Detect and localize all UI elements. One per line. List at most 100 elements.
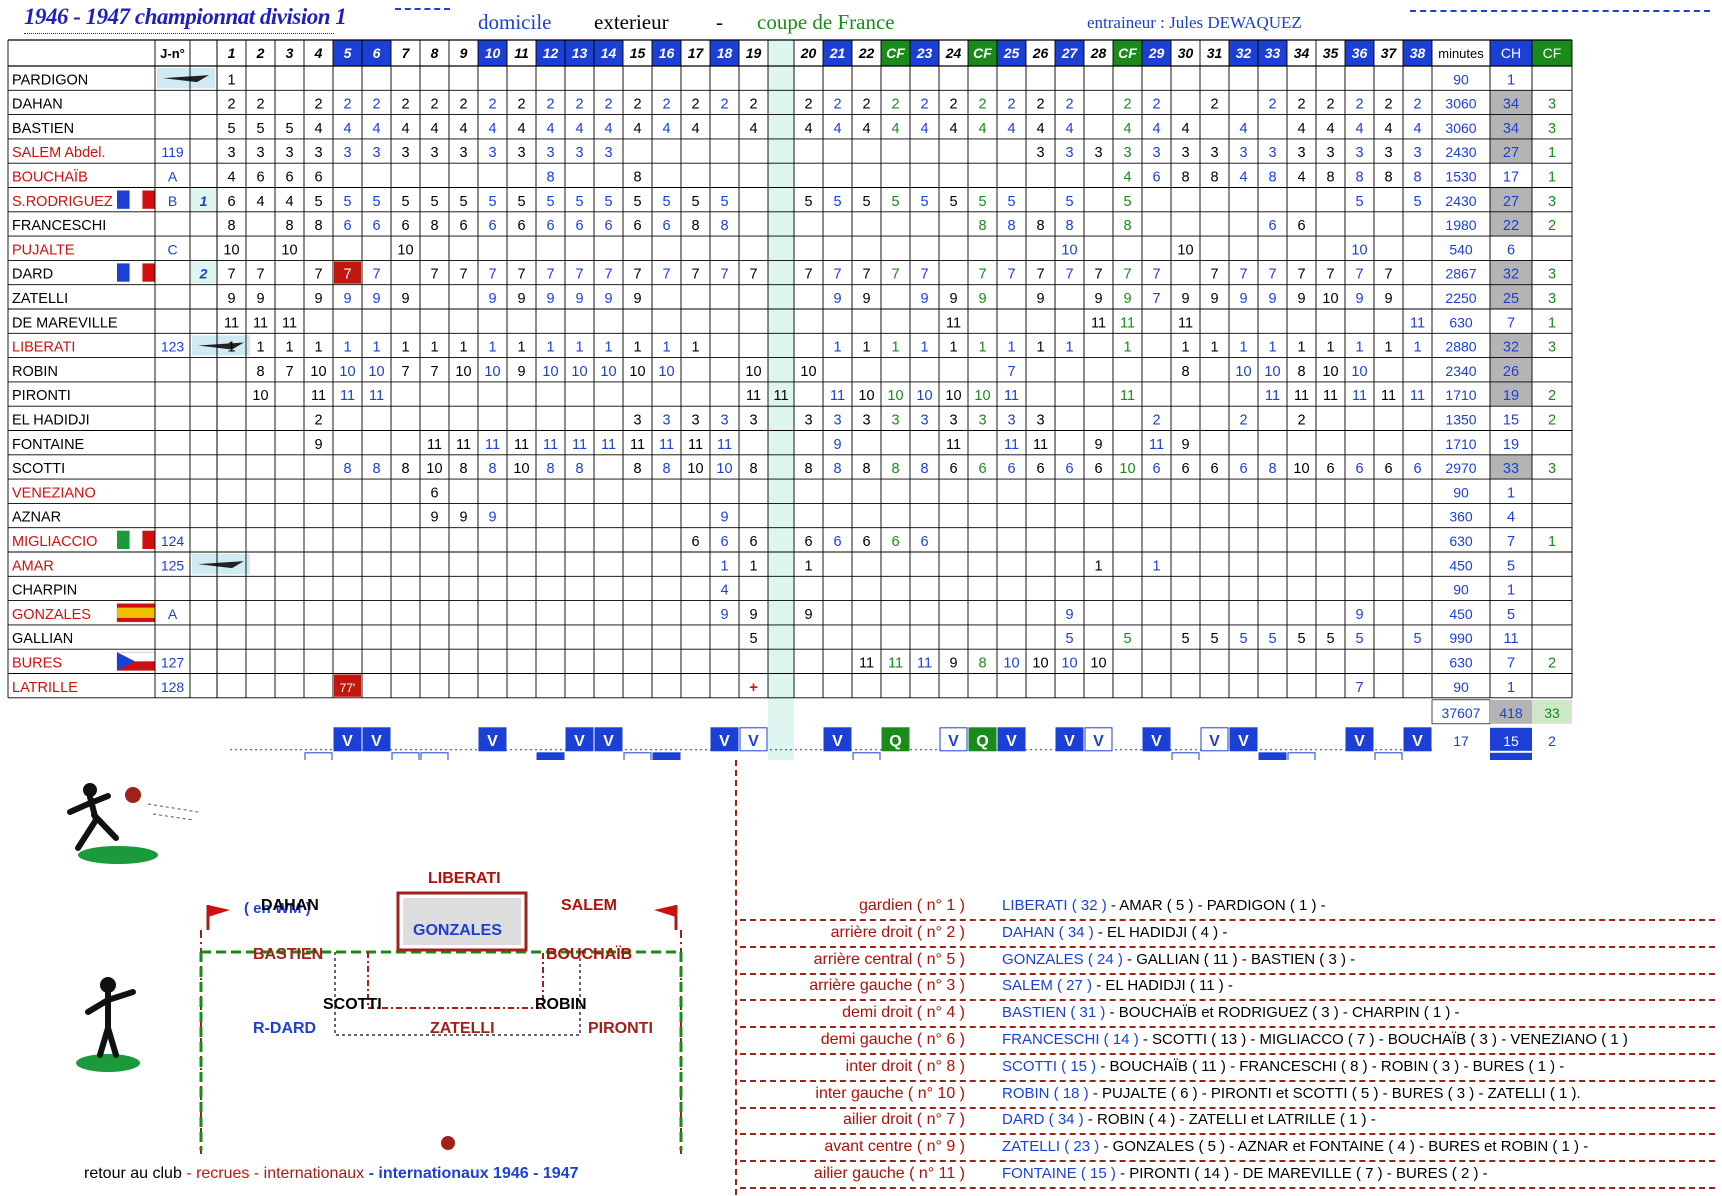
result-mark: V: [371, 733, 382, 750]
result-mark: V: [574, 733, 585, 750]
appearance-cell: 10: [1293, 461, 1309, 477]
appearance-cell: 6: [862, 534, 870, 550]
lineup-player: BOUCHAÏB: [546, 946, 633, 963]
appearance-cell: 5: [720, 194, 728, 210]
appearance-cell: 5: [662, 194, 670, 210]
lineup-player: SCOTTI: [323, 996, 382, 1013]
appearance-cell: 4: [1065, 121, 1073, 137]
appearance-cell: 4: [1384, 121, 1392, 137]
player-cf: 1: [1548, 145, 1556, 161]
player-cf: 3: [1548, 267, 1556, 283]
position-players: FONTAINE ( 15 ) - PIRONTI ( 14 ) - DE MA…: [1002, 1161, 1488, 1187]
appearance-cell: 2: [604, 97, 612, 113]
appearance-cell: 5: [1007, 194, 1015, 210]
player-minutes: 2970: [1445, 460, 1476, 476]
red-card-cell: [334, 261, 361, 284]
player-cf: 3: [1548, 194, 1556, 210]
appearance-cell: 9: [604, 291, 612, 307]
appearance-cell: 3: [949, 413, 957, 429]
footer-internationals: - internationaux: [249, 1165, 365, 1182]
appearance-cell: 10: [858, 388, 874, 404]
appearance-cell: 7: [546, 267, 554, 283]
match-header: 9: [460, 45, 468, 61]
appearance-cell: 6: [1152, 461, 1160, 477]
appearance-cell: 10: [1119, 461, 1135, 477]
appearance-cell: 9: [314, 291, 322, 307]
match-header: 33: [1265, 45, 1281, 61]
appearance-cell: 10: [1061, 656, 1077, 672]
player-ch: 6: [1507, 242, 1515, 258]
appearance-cell: 2: [314, 97, 322, 113]
position-main-player: SALEM ( 27 ): [1002, 977, 1093, 995]
appearance-cell: 3: [575, 145, 583, 161]
appearance-cell: 5: [546, 194, 554, 210]
position-players: DAHAN ( 34 ) - EL HADIDJI ( 4 ) -: [1002, 920, 1227, 946]
appearance-cell: 5: [401, 194, 409, 210]
appearance-cell: 7: [1355, 680, 1363, 696]
position-main-player: ZATELLI ( 23 ): [1002, 1138, 1100, 1156]
appearance-cell: 4: [227, 170, 235, 186]
appearance-cell: 6: [256, 170, 264, 186]
appearance-cell: 10: [658, 364, 674, 380]
appearance-cell: 11: [1033, 437, 1048, 453]
appearance-cell: 4: [430, 121, 438, 137]
appearance-cell: 9: [575, 291, 583, 307]
total-minutes: 37607: [1442, 705, 1481, 721]
appearance-cell: 10: [1090, 656, 1106, 672]
flag-stripe: [142, 190, 156, 209]
appearance-cell: 1: [1355, 340, 1363, 356]
appearance-cell: 10: [1032, 656, 1048, 672]
appearance-cell: 6: [749, 534, 757, 550]
appearance-cell: 1: [1007, 340, 1015, 356]
ch-highlight: [1490, 260, 1532, 285]
appearance-cell: 4: [1036, 121, 1044, 137]
plane-icon: [198, 561, 244, 569]
appearance-cell: 3: [662, 413, 670, 429]
appearance-cell: 10: [887, 388, 903, 404]
lineup-player: ROBIN: [535, 996, 587, 1013]
match-header: 14: [601, 45, 617, 61]
appearance-cell: 7: [920, 267, 928, 283]
appearance-cell: 3: [1123, 145, 1131, 161]
appearance-cell: 4: [1355, 121, 1363, 137]
appearance-cell: 3: [862, 413, 870, 429]
appearance-cell: 9: [833, 291, 841, 307]
legend-home: domicile: [478, 10, 552, 34]
result-box: [1403, 727, 1432, 752]
appearance-cell: 4: [401, 121, 409, 137]
appearance-cell: 8: [546, 461, 554, 477]
match-header: 24: [945, 45, 962, 61]
flag-stripe: [117, 603, 155, 608]
appearance-cell: 7: [227, 267, 235, 283]
appearance-cell: 4: [720, 583, 728, 599]
appearance-cell: 6: [1297, 218, 1305, 234]
player-minutes: 90: [1453, 679, 1469, 695]
appearance-cell: 6: [430, 485, 438, 501]
appearance-cell: 8: [1413, 170, 1421, 186]
appearance-cell: 9: [949, 656, 957, 672]
appearance-cell: 9: [488, 291, 496, 307]
appearance-cell: 8: [256, 364, 264, 380]
match-header-bg: [823, 40, 852, 66]
appearance-cell: 11: [340, 388, 355, 404]
appearance-cell: 11: [1294, 388, 1309, 404]
appearance-cell: 9: [920, 291, 928, 307]
appearance-cell: 8: [488, 461, 496, 477]
appearance-cell: 6: [1007, 461, 1015, 477]
appearance-cell: 9: [546, 291, 554, 307]
appearance-cell: 5: [1268, 631, 1276, 647]
match-header-bg: [1229, 40, 1258, 66]
appearance-cell: 4: [1326, 121, 1334, 137]
appearance-cell: 9: [1036, 291, 1044, 307]
appearance-cell: 7: [401, 364, 409, 380]
appearance-cell: 2: [1065, 97, 1073, 113]
appearance-cell: 2: [488, 97, 496, 113]
result-ch-bg: [1490, 752, 1532, 760]
appearance-cell: 4: [546, 121, 554, 137]
player-ch: 27: [1503, 145, 1519, 161]
position-label: avant centre ( n° 9 ): [824, 1138, 965, 1156]
appearance-cell: 5: [430, 194, 438, 210]
match-header: 28: [1090, 45, 1107, 61]
appearance-cell: 9: [804, 607, 812, 623]
position-row: ailier droit ( n° 7 ) DARD ( 34 ) - ROBIN…: [740, 1107, 1715, 1136]
